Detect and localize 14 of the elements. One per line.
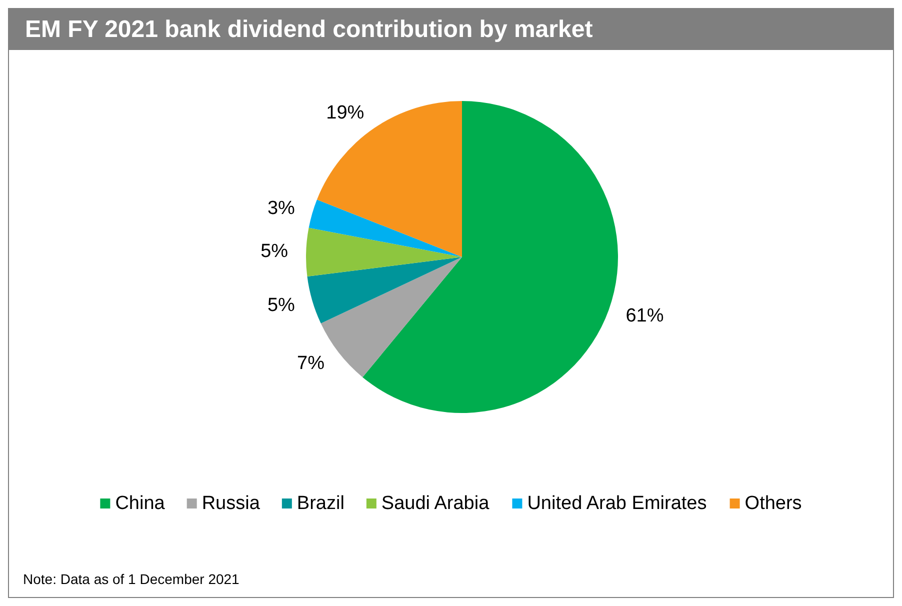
data-label: 3% (267, 198, 296, 219)
legend-label: Saudi Arabia (381, 493, 490, 514)
data-label: 5% (260, 241, 288, 262)
legend-label: China (115, 493, 166, 514)
data-label: 5% (267, 295, 296, 316)
data-label: 61% (626, 305, 664, 326)
legend-label: Others (744, 493, 802, 514)
legend-label: Brazil (296, 493, 344, 514)
text: Note: Data as of 1 December 2021 (23, 571, 240, 587)
legend-label: United Arab Emirates (527, 493, 707, 514)
legend-label: Russia (202, 493, 260, 514)
data-label: 19% (326, 102, 364, 124)
chart-title: EM FY 2021 bank dividend contribution by market (9, 9, 893, 50)
data-label: 7% (297, 353, 325, 374)
